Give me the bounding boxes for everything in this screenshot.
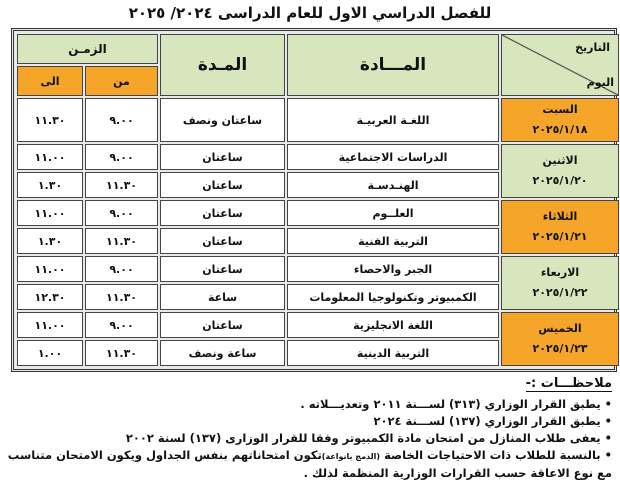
note-text: تكون امتحاناتهم بنفس الجداول ويكون الامت… bbox=[7, 448, 612, 480]
from-time-cell: ٩.٠٠ bbox=[85, 312, 159, 338]
table-row: الخميس ٢٠٢٥/١/٢٣ اللغة الانجليزية ساعتان ٩.٠… bbox=[17, 312, 620, 366]
to-header: الى bbox=[17, 66, 84, 96]
duration-cell: ساعتان bbox=[160, 312, 286, 338]
table-row: السبت ٢٠٢٥/١/١٨ اللغـة العربيـة ساعتان ونصف… bbox=[17, 98, 620, 142]
table-row: التربية الدينية ساعة ونصف ١١.٣٠ ١.٠٠ bbox=[17, 340, 619, 366]
exam-date: ٢٠٢٥/١/٢٠ bbox=[532, 174, 588, 187]
from-time-cell: ٩.٠٠ bbox=[85, 256, 159, 282]
to-time-cell: ١١.٠٠ bbox=[17, 144, 84, 170]
from-header: من bbox=[85, 66, 159, 96]
note-item: يطبق القرار الوزاري (١٣٧) لســـنة ٢٠٢٤ bbox=[2, 413, 612, 430]
table-row: الكمبيوتر وتكنولوجيا المعلومات ساعة ١١.٣٠ ١… bbox=[17, 284, 619, 310]
note-aside: (الدمج بانواعة) bbox=[321, 452, 381, 461]
to-time-cell: ١١.٣٠ bbox=[17, 98, 84, 142]
schedule-body: السبت ٢٠٢٥/١/١٨ اللغـة العربيـة ساعتان ونصف… bbox=[17, 98, 620, 366]
day-cell: الثلاثاء ٢٠٢٥/١/٢١ bbox=[501, 200, 620, 254]
day-name: الثلاثاء bbox=[542, 210, 578, 223]
duration-cell: ساعتان bbox=[160, 200, 286, 226]
subject-header: المـــادة bbox=[287, 34, 500, 96]
to-time-cell: ١.٣٠ bbox=[17, 172, 84, 198]
from-time-cell: ٩.٠٠ bbox=[85, 98, 159, 142]
day-name: الاثنين bbox=[542, 154, 578, 167]
day-cell: السبت ٢٠٢٥/١/١٨ bbox=[501, 98, 620, 142]
from-time-cell: ١١.٣٠ bbox=[85, 284, 159, 310]
table-row: الاربعاء ٢٠٢٥/١/٢٢ الجبر والاحصاء ساعتان ٩.٠… bbox=[17, 256, 620, 310]
to-time-cell: ١.٣٠ bbox=[17, 228, 84, 254]
table-row: الهنـدسـة ساعتان ١١.٣٠ ١.٣٠ bbox=[17, 172, 619, 198]
from-time-cell: ٩.٠٠ bbox=[85, 200, 159, 226]
day-name: الاربعاء bbox=[540, 266, 580, 279]
table-row: الاثنين ٢٠٢٥/١/٢٠ الدراسات الاجتماعية ساعتا… bbox=[17, 144, 620, 198]
page-title: للفصل الدراسي الاول للعام الدراسى ٢٠٢٤/ … bbox=[128, 4, 492, 22]
from-time-cell: ١١.٣٠ bbox=[85, 172, 159, 198]
subject-cell: التربية الفنية bbox=[287, 228, 500, 254]
note-item: يطبق القرار الوزاري (٣١٣) لســـنة ٢٠١١ و… bbox=[2, 396, 612, 413]
day-header: اليوم bbox=[586, 76, 615, 89]
to-time-cell: ١١.٠٠ bbox=[17, 256, 84, 282]
note-item: يعفى طلاب المنازل من امتحان مادة الكمبيو… bbox=[2, 430, 612, 447]
duration-cell: ساعتان bbox=[160, 144, 286, 170]
subject-cell: الجبر والاحصاء bbox=[287, 256, 500, 282]
subject-cell: العلــوم bbox=[287, 200, 500, 226]
exam-date: ٢٠٢٥/١/٢٣ bbox=[532, 342, 588, 355]
note-item: بالنسبة للطلاب ذات الاحتياجات الخاصة (ال… bbox=[2, 447, 612, 482]
to-time-cell: ١.٠٠ bbox=[17, 340, 84, 366]
subject-cell: الهنـدسـة bbox=[287, 172, 500, 198]
day-cell: الخميس ٢٠٢٥/١/٢٣ bbox=[501, 312, 620, 366]
time-header: الزمـن bbox=[17, 34, 159, 64]
duration-cell: ساعتان bbox=[160, 228, 286, 254]
duration-cell: ساعة ونصف bbox=[160, 340, 286, 366]
exam-date: ٢٠٢٥/١/٢١ bbox=[532, 230, 588, 243]
duration-cell: ساعتان bbox=[160, 172, 286, 198]
day-name: السبت bbox=[542, 103, 578, 116]
exam-date: ٢٠٢٥/١/٢٢ bbox=[532, 286, 588, 299]
day-name: الخميس bbox=[538, 322, 582, 335]
subject-cell: الكمبيوتر وتكنولوجيا المعلومات bbox=[287, 284, 500, 310]
day-cell: الاثنين ٢٠٢٥/١/٢٠ bbox=[501, 144, 620, 198]
to-time-cell: ١٢.٣٠ bbox=[17, 284, 84, 310]
table-row: الثلاثاء ٢٠٢٥/١/٢١ العلــوم ساعتان ٩.٠٠ ١١.٠٠ bbox=[17, 200, 620, 254]
from-time-cell: ١١.٣٠ bbox=[85, 340, 159, 366]
to-time-cell: ١١.٠٠ bbox=[17, 312, 84, 338]
subject-cell: الدراسات الاجتماعية bbox=[287, 144, 500, 170]
subject-cell: التربية الدينية bbox=[287, 340, 500, 366]
note-text: بالنسبة للطلاب ذات الاحتياجات الخاصة bbox=[384, 448, 601, 462]
notes-heading: ملاحظـــات :- bbox=[525, 376, 612, 392]
duration-header: المـدة bbox=[160, 34, 286, 96]
duration-cell: ساعتان bbox=[160, 256, 286, 282]
day-cell: الاربعاء ٢٠٢٥/١/٢٢ bbox=[501, 256, 620, 310]
date-header: التاريخ bbox=[575, 41, 611, 54]
table-row: التربية الفنية ساعتان ١١.٣٠ ١.٣٠ bbox=[17, 228, 619, 254]
from-time-cell: ٩.٠٠ bbox=[85, 144, 159, 170]
subject-cell: اللغة الانجليزية bbox=[287, 312, 500, 338]
notes-section: ملاحظـــات :- يطبق القرار الوزاري (٣١٣) … bbox=[2, 376, 612, 482]
from-time-cell: ١١.٣٠ bbox=[85, 228, 159, 254]
date-day-header: التاريخ اليوم bbox=[501, 34, 620, 96]
exam-schedule-table: التاريخ اليوم المـــادة المـدة الزمـن من… bbox=[11, 28, 620, 372]
subject-cell: اللغـة العربيـة bbox=[287, 98, 500, 142]
duration-cell: ساعتان ونصف bbox=[160, 98, 286, 142]
duration-cell: ساعة bbox=[160, 284, 286, 310]
to-time-cell: ١١.٠٠ bbox=[17, 200, 84, 226]
exam-date: ٢٠٢٥/١/١٨ bbox=[532, 123, 588, 136]
